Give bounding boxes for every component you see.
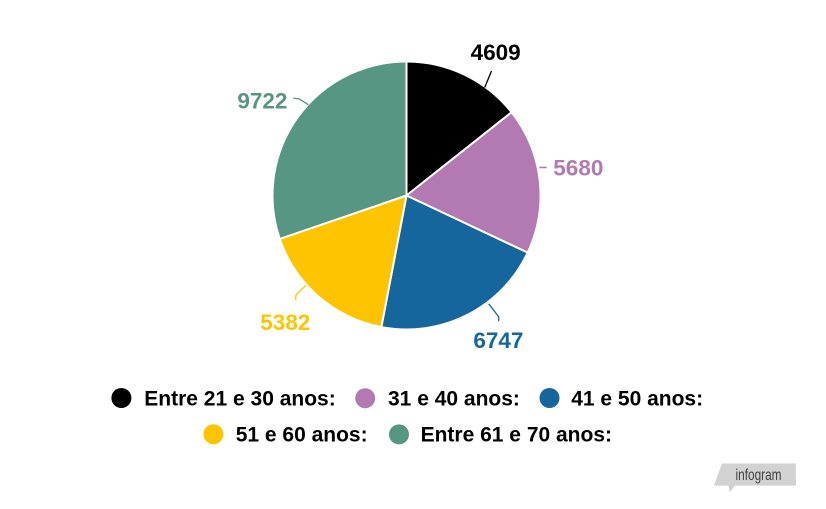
svg-text:5680: 5680 (553, 155, 603, 180)
svg-text:51 e 60 anos:: 51 e 60 anos: (236, 424, 368, 447)
svg-text:41 e 50 anos:: 41 e 50 anos: (571, 387, 703, 410)
svg-text:infogram: infogram (736, 467, 782, 484)
svg-text:5382: 5382 (260, 310, 310, 335)
svg-text:31 e 40 anos:: 31 e 40 anos: (388, 387, 520, 410)
svg-text:6747: 6747 (473, 328, 523, 353)
svg-text:9722: 9722 (237, 88, 287, 113)
svg-text:Entre 21 e 30 anos:: Entre 21 e 30 anos: (144, 387, 335, 410)
svg-text:4609: 4609 (471, 40, 521, 65)
svg-text:Entre 61 e 70 anos:: Entre 61 e 70 anos: (421, 424, 612, 447)
